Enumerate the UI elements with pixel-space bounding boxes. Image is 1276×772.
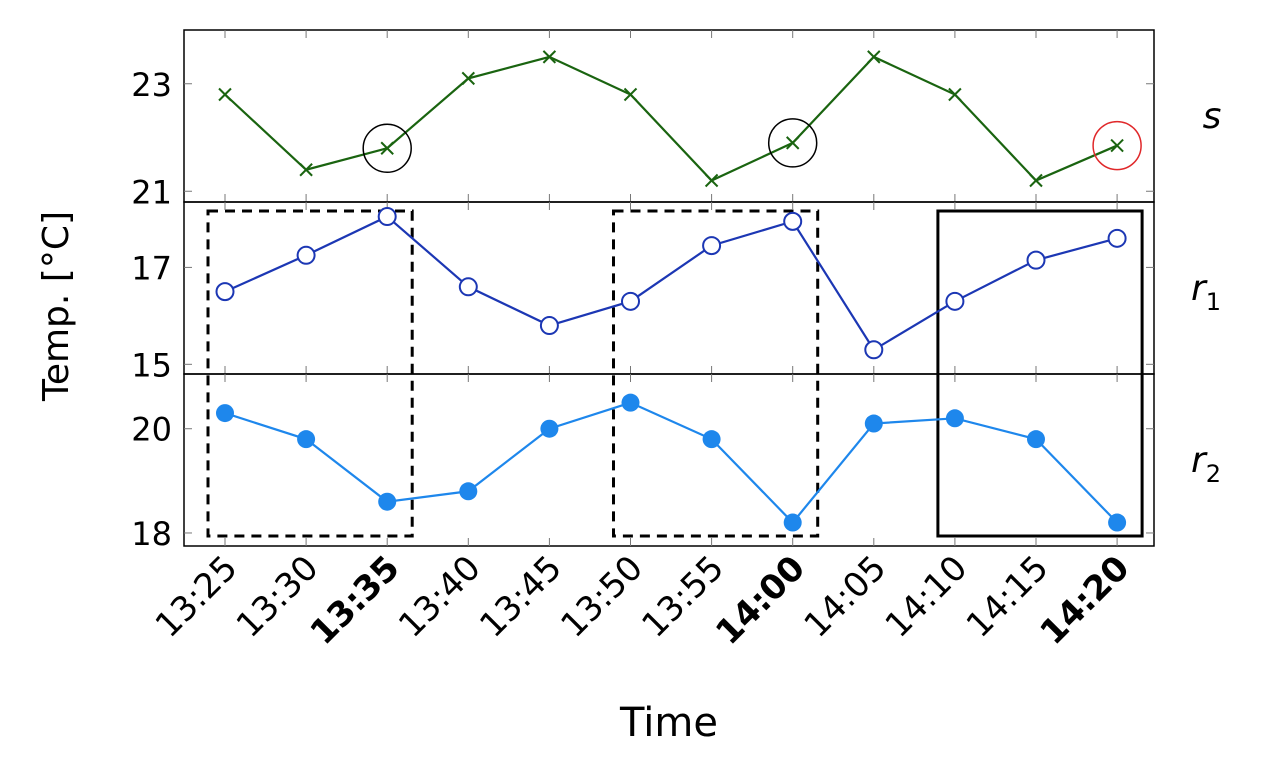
data-point-r2 xyxy=(297,430,316,449)
series-line-s xyxy=(224,55,1118,182)
series-label-s: s xyxy=(1203,96,1222,137)
cross-stroke xyxy=(461,71,476,86)
data-point-r1 xyxy=(296,245,316,265)
series-line-r1 xyxy=(224,215,1118,352)
series-label-r1: r1 xyxy=(1191,268,1221,316)
panel-frame-s xyxy=(183,29,1155,203)
panel-r1: 15 17 r1 xyxy=(131,201,1221,384)
cross-stroke xyxy=(299,163,313,177)
series-s xyxy=(218,50,1142,188)
x-tick-labels: 13:2513:3013:3513:4013:4513:5013:5514:00… xyxy=(148,548,1138,653)
x-axis-label: Time xyxy=(619,700,718,746)
data-point-r2 xyxy=(702,430,721,449)
cross-stroke xyxy=(542,50,557,64)
data-point-r1 xyxy=(783,211,803,231)
y-tick-label: 17 xyxy=(131,249,172,287)
series-layer xyxy=(215,50,1142,532)
data-point-r2 xyxy=(459,482,478,501)
data-point-r2 xyxy=(621,393,640,412)
cross-stroke xyxy=(218,87,232,102)
y-axis-label: Temp. [°C] xyxy=(36,211,77,402)
data-point-r1 xyxy=(458,277,478,297)
series-r1 xyxy=(215,207,1127,360)
data-point-s xyxy=(948,87,962,102)
cross-stroke xyxy=(785,136,800,150)
panel-r2: 18 20 r2 xyxy=(131,373,1221,553)
data-point-r2 xyxy=(945,409,964,428)
x-tick-label: 14:10 xyxy=(878,548,976,646)
data-point-r1 xyxy=(864,340,884,360)
cross-stroke xyxy=(623,87,638,102)
data-point-r1 xyxy=(1026,250,1046,270)
cross-stroke xyxy=(867,50,881,64)
cross-stroke xyxy=(704,173,719,188)
series-label-subscript: 1 xyxy=(1206,288,1221,316)
x-tick-label: 14:00 xyxy=(708,548,813,653)
highlight-circle xyxy=(767,118,818,168)
data-point-s xyxy=(1110,138,1124,153)
data-point-r1 xyxy=(702,236,722,256)
cross-stroke xyxy=(1110,138,1124,153)
series-r2 xyxy=(216,393,1127,532)
x-tick-label: 13:40 xyxy=(391,548,489,646)
data-point-s xyxy=(542,50,557,64)
series-label-subscript: 2 xyxy=(1206,460,1221,488)
data-point-r2 xyxy=(540,419,559,438)
x-tick-label: 14:05 xyxy=(797,548,895,646)
cross-stroke xyxy=(1029,173,1043,188)
data-point-r2 xyxy=(783,513,802,532)
data-point-s xyxy=(299,163,313,177)
x-tick-label: 13:50 xyxy=(553,548,651,646)
data-point-r1 xyxy=(945,291,965,311)
y-tick-label: 18 xyxy=(131,515,172,553)
cross-stroke xyxy=(380,141,394,155)
panel-frame-r1 xyxy=(183,201,1155,375)
highlight-circle xyxy=(362,123,412,173)
data-point-r2 xyxy=(1108,513,1127,532)
x-tick-label: 13:35 xyxy=(303,548,408,653)
data-point-s xyxy=(623,87,638,102)
data-point-s xyxy=(867,50,881,64)
data-point-r1 xyxy=(621,291,640,311)
x-tick-label: 14:20 xyxy=(1033,548,1138,653)
data-point-r1 xyxy=(377,207,397,227)
data-point-s xyxy=(785,136,800,150)
panel-s: 21 23 s xyxy=(131,29,1222,211)
data-point-s xyxy=(218,87,232,102)
data-point-r2 xyxy=(1027,430,1045,449)
series-line-r2 xyxy=(224,401,1118,525)
data-point-r1 xyxy=(215,282,235,302)
y-tick-label: 21 xyxy=(131,173,172,211)
data-point-r2 xyxy=(378,492,397,511)
data-point-r1 xyxy=(1107,228,1127,248)
data-point-s xyxy=(380,141,394,155)
x-tick-label: 13:25 xyxy=(148,548,246,646)
data-point-s xyxy=(704,173,719,188)
data-point-r2 xyxy=(864,414,883,433)
labels-layer: Time Temp. [°C] xyxy=(36,211,718,746)
cross-stroke xyxy=(948,87,962,102)
y-tick-label: 20 xyxy=(131,411,172,449)
data-point-s xyxy=(461,71,476,86)
data-point-s xyxy=(1029,173,1043,188)
data-point-r1 xyxy=(539,316,559,336)
panel-frame-r2 xyxy=(183,373,1155,547)
x-tick-label: 13:45 xyxy=(472,548,570,646)
y-tick-label: 23 xyxy=(131,66,172,104)
series-label-r2: r2 xyxy=(1191,440,1221,488)
data-point-r2 xyxy=(216,404,234,423)
y-tick-label: 15 xyxy=(131,346,172,384)
highlight-circle xyxy=(1092,120,1142,171)
